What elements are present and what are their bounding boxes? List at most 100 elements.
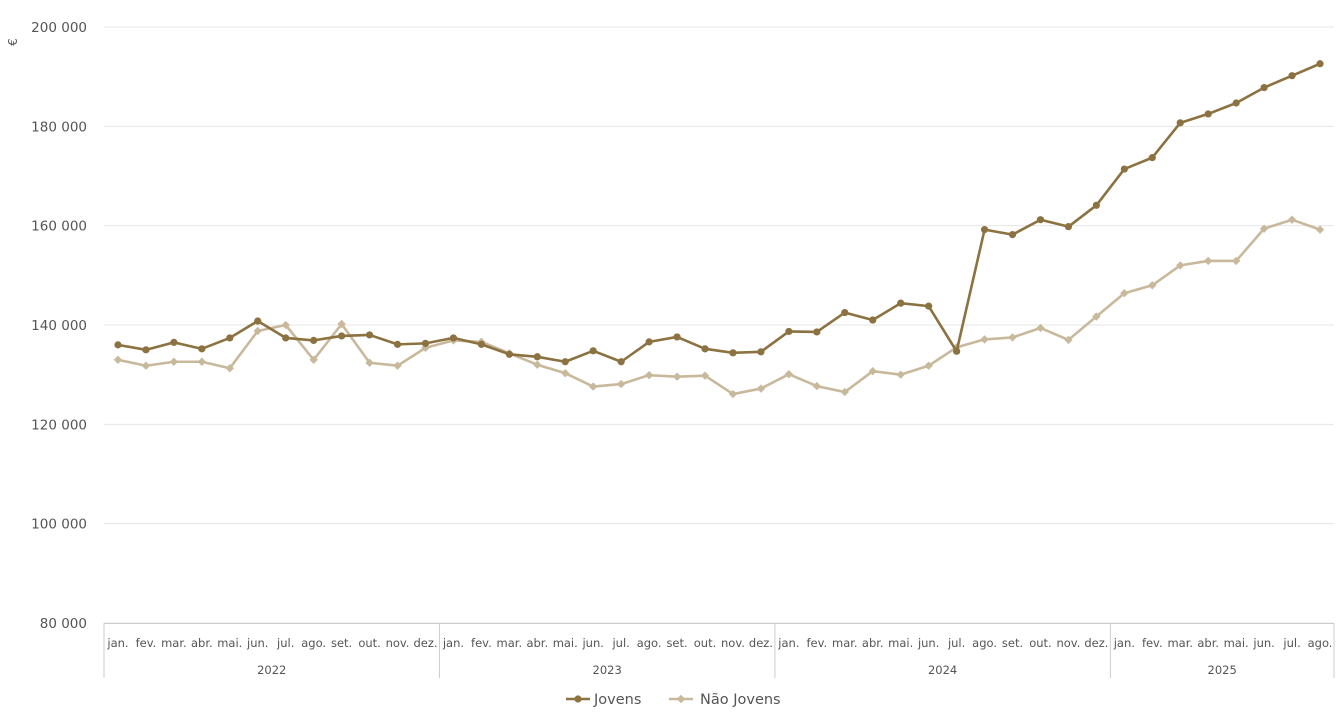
data-point-jovens: [897, 299, 905, 307]
year-label: 2022: [257, 663, 286, 677]
x-tick-label: jun.: [581, 636, 603, 650]
data-point-n-o-jovens: [616, 379, 626, 389]
x-tick-label: ago.: [1308, 636, 1333, 650]
y-tick-label: 200 000: [31, 20, 87, 36]
data-point-jovens: [1204, 110, 1212, 118]
data-point-jovens: [198, 345, 206, 353]
x-tick-label: jan.: [1113, 636, 1135, 650]
data-point-jovens: [1092, 201, 1100, 209]
y-tick-label: 80 000: [40, 616, 87, 632]
data-point-jovens: [645, 338, 653, 346]
series-layer: [113, 60, 1325, 399]
data-point-n-o-jovens: [561, 368, 570, 378]
data-point-jovens: [226, 334, 234, 342]
x-tick-label: fev.: [806, 636, 827, 650]
data-point-jovens: [589, 347, 597, 355]
data-point-n-o-jovens: [896, 370, 905, 379]
data-point-n-o-jovens: [812, 381, 822, 391]
y-tick-label: 100 000: [31, 517, 87, 533]
data-point-jovens: [757, 348, 765, 356]
data-point-jovens: [673, 333, 681, 341]
data-point-n-o-jovens: [1231, 256, 1241, 266]
data-point-n-o-jovens: [337, 319, 346, 329]
data-point-n-o-jovens: [589, 382, 598, 391]
x-tick-label: mai.: [888, 636, 913, 650]
data-point-n-o-jovens: [365, 358, 374, 367]
data-point-jovens: [533, 353, 541, 361]
data-point-jovens: [1120, 165, 1128, 173]
x-tick-label: jul.: [1282, 636, 1300, 650]
x-tick-label: jun.: [917, 636, 939, 650]
data-point-jovens: [980, 226, 989, 234]
x-tick-label: nov.: [1056, 636, 1080, 650]
data-point-jovens: [505, 350, 513, 358]
data-point-jovens: [953, 347, 961, 355]
legend-label: Não Jovens: [700, 692, 781, 708]
data-point-n-o-jovens: [1259, 224, 1269, 233]
data-point-jovens: [1288, 72, 1296, 80]
x-tick-label: nov.: [721, 636, 745, 650]
y-tick-label: 140 000: [31, 318, 87, 334]
x-tick-label: set.: [666, 636, 687, 650]
data-point-jovens: [1260, 83, 1268, 92]
x-tick-label: ago.: [301, 636, 326, 650]
data-point-n-o-jovens: [1064, 335, 1073, 345]
data-point-n-o-jovens: [644, 370, 654, 380]
data-point-n-o-jovens: [1315, 225, 1325, 234]
data-point-n-o-jovens: [1148, 281, 1157, 290]
data-point-jovens: [114, 341, 122, 349]
legend-item-jovens[interactable]: Jovens: [566, 692, 641, 708]
data-point-jovens: [282, 334, 290, 342]
data-point-jovens: [449, 334, 458, 342]
x-tick-label: mar.: [161, 636, 187, 650]
data-point-jovens: [365, 331, 374, 339]
series-jovens: [114, 60, 1324, 366]
data-point-jovens: [925, 302, 933, 310]
data-point-n-o-jovens: [1036, 323, 1045, 333]
x-tick-label: jul.: [611, 636, 629, 650]
data-point-jovens: [617, 358, 625, 366]
year-label: 2024: [928, 663, 957, 677]
x-tick-label: mar.: [497, 636, 523, 650]
x-tick-label: jan.: [442, 636, 464, 650]
data-point-jovens: [701, 345, 709, 353]
data-point-jovens: [1232, 99, 1240, 107]
data-point-jovens: [1176, 119, 1184, 127]
data-point-jovens: [785, 327, 793, 336]
data-point-n-o-jovens: [672, 372, 682, 381]
data-point-n-o-jovens: [253, 326, 262, 336]
x-tick-label: out.: [1029, 636, 1052, 650]
x-tick-label: ago.: [637, 636, 662, 650]
data-point-n-o-jovens: [1204, 256, 1213, 266]
legend-item-n-o-jovens[interactable]: Não Jovens: [669, 692, 781, 708]
data-point-jovens: [1036, 216, 1045, 224]
x-tick-label: nov.: [386, 636, 410, 650]
series-line-jovens: [116, 62, 1322, 364]
legend-marker: [676, 694, 686, 704]
x-tick-label: jul.: [276, 636, 294, 650]
x-tick-label: out.: [694, 636, 717, 650]
x-tick-label: mar.: [1167, 636, 1193, 650]
data-point-jovens: [841, 308, 849, 317]
x-tick-label: jan.: [106, 636, 128, 650]
data-point-n-o-jovens: [1287, 215, 1297, 224]
x-tick-label: set.: [1002, 636, 1023, 650]
data-point-jovens: [338, 332, 346, 340]
data-point-jovens: [477, 340, 485, 348]
data-point-n-o-jovens: [1120, 289, 1129, 298]
x-tick-label: dez.: [749, 636, 773, 650]
data-point-n-o-jovens: [980, 335, 989, 344]
year-label: 2023: [593, 663, 622, 677]
x-tick-label: ago.: [972, 636, 997, 650]
x-tick-label: fev.: [1142, 636, 1163, 650]
x-tick-label: fev.: [471, 636, 492, 650]
year-label: 2025: [1208, 663, 1237, 677]
legend: Jovens Não Jovens: [566, 692, 781, 708]
y-tick-label: 160 000: [31, 219, 87, 235]
data-point-n-o-jovens: [309, 355, 318, 364]
x-tick-label: abr.: [526, 636, 548, 650]
data-point-n-o-jovens: [393, 361, 402, 370]
x-tick-label: fev.: [136, 636, 157, 650]
data-point-n-o-jovens: [1176, 261, 1185, 270]
data-point-n-o-jovens: [756, 384, 766, 393]
